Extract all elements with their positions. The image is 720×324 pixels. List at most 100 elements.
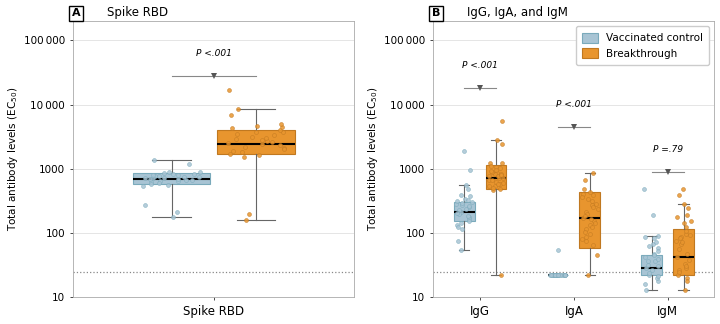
- Point: [228, 148, 239, 154]
- Point: [186, 178, 197, 183]
- Point: [648, 253, 660, 258]
- Point: [456, 203, 468, 208]
- Point: [456, 247, 467, 252]
- Point: [649, 251, 660, 257]
- Point: [577, 191, 589, 197]
- Point: [652, 249, 664, 254]
- Point: [222, 141, 234, 146]
- Point: [179, 174, 190, 179]
- PathPatch shape: [217, 130, 294, 154]
- Point: [642, 262, 654, 267]
- Point: [559, 272, 571, 278]
- Point: [580, 210, 591, 215]
- Point: [674, 236, 685, 241]
- Point: [651, 275, 662, 280]
- Point: [223, 87, 235, 92]
- Point: [551, 272, 562, 278]
- Point: [230, 136, 242, 142]
- Point: [549, 272, 561, 278]
- Point: [495, 187, 506, 192]
- Point: [261, 138, 273, 144]
- Point: [678, 187, 689, 192]
- PathPatch shape: [486, 165, 506, 189]
- Point: [461, 182, 472, 188]
- Point: [546, 272, 557, 278]
- Point: [676, 239, 688, 245]
- Point: [544, 272, 556, 278]
- Point: [188, 171, 199, 176]
- Point: [145, 176, 156, 181]
- Point: [585, 216, 597, 222]
- Point: [467, 200, 478, 205]
- Point: [456, 192, 467, 198]
- Point: [682, 275, 693, 280]
- Point: [276, 124, 288, 130]
- Point: [652, 274, 664, 279]
- Point: [650, 239, 662, 245]
- Point: [582, 272, 594, 278]
- Point: [236, 150, 248, 155]
- Point: [647, 241, 658, 247]
- Point: [647, 213, 659, 218]
- Point: [491, 179, 503, 184]
- PathPatch shape: [454, 202, 474, 221]
- Point: [247, 135, 258, 140]
- Point: [680, 229, 692, 234]
- Point: [463, 203, 474, 208]
- Point: [580, 213, 591, 218]
- Point: [451, 198, 463, 203]
- Point: [584, 189, 595, 194]
- Point: [683, 205, 694, 211]
- Point: [140, 175, 151, 180]
- Point: [678, 220, 690, 225]
- Point: [253, 152, 264, 157]
- Point: [647, 268, 658, 273]
- Point: [548, 272, 559, 278]
- Point: [239, 144, 251, 149]
- Point: [260, 135, 271, 141]
- Point: [173, 176, 184, 181]
- Point: [492, 182, 504, 187]
- Point: [154, 179, 166, 184]
- Point: [158, 170, 169, 176]
- Point: [454, 208, 465, 213]
- PathPatch shape: [580, 192, 600, 248]
- Point: [452, 238, 464, 244]
- Point: [494, 175, 505, 180]
- Point: [495, 181, 506, 187]
- Point: [549, 272, 560, 278]
- Point: [681, 251, 693, 257]
- Point: [681, 278, 693, 283]
- Point: [490, 167, 502, 172]
- Point: [672, 255, 683, 260]
- Point: [243, 212, 255, 217]
- Point: [138, 184, 149, 189]
- Point: [673, 268, 685, 273]
- Point: [548, 272, 559, 278]
- Point: [486, 169, 498, 174]
- Point: [644, 270, 655, 275]
- Point: [639, 282, 651, 287]
- Point: [674, 269, 685, 274]
- Point: [644, 244, 655, 249]
- Point: [675, 241, 687, 247]
- Point: [549, 272, 561, 278]
- Point: [484, 160, 495, 165]
- Point: [579, 177, 590, 182]
- Point: [238, 154, 250, 159]
- Point: [489, 172, 500, 177]
- Point: [578, 187, 590, 192]
- Point: [552, 272, 564, 278]
- Point: [456, 200, 468, 205]
- Point: [549, 272, 561, 278]
- Point: [587, 205, 598, 210]
- Point: [683, 257, 695, 262]
- Point: [559, 272, 571, 278]
- Point: [680, 264, 691, 269]
- Point: [588, 242, 599, 248]
- Point: [496, 161, 508, 166]
- Point: [491, 170, 503, 175]
- Point: [495, 171, 507, 176]
- Point: [225, 151, 236, 156]
- Point: [464, 194, 476, 199]
